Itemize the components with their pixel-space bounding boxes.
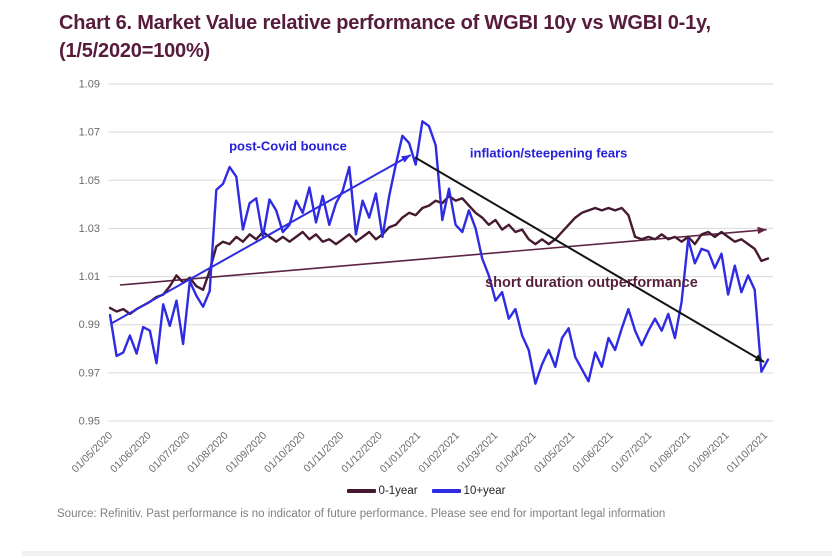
series-line-10+year (108, 120, 770, 385)
bottom-divider-bar (22, 551, 832, 556)
x-axis-label: 01/10/2021 (724, 430, 770, 476)
legend-swatch-10year-line (431, 489, 461, 493)
annotation-1: inflation/steepening fears (470, 146, 627, 161)
legend: 0-1year 10+year (0, 485, 832, 497)
chart-title: Chart 6. Market Value relative performan… (59, 12, 711, 62)
legend-item-0-1year: 0-1year (346, 485, 418, 497)
y-axis-label: 1.03 (79, 223, 100, 235)
y-axis-label: 0.97 (79, 367, 100, 379)
y-axis-label: 1.01 (79, 271, 100, 283)
annotation-0: post-Covid bounce (229, 139, 347, 154)
chart-canvas: 1.091.071.051.031.010.990.970.9501/05/20… (69, 79, 773, 476)
series-line-0-1year (108, 194, 770, 316)
legend-label-0-1year: 0-1year (378, 485, 418, 497)
source-note: Source: Refinitiv. Past performance is n… (57, 508, 666, 520)
trend-arrowhead-short-duration-uptrend (757, 226, 767, 234)
y-axis-label: 0.99 (79, 319, 100, 331)
x-axis-label: 01/10/2020 (262, 430, 308, 476)
y-axis-label: 1.09 (79, 79, 100, 91)
legend-swatch-0-1year-line (346, 489, 376, 493)
annotation-2: short duration outperformance (485, 275, 698, 291)
trend-arrow-post-covid-uptrend (110, 154, 412, 325)
y-axis-label: 1.05 (79, 175, 100, 187)
trend-arrow-steepening-downtrend (414, 156, 765, 363)
trend-arrow-short-duration-uptrend (119, 228, 767, 286)
y-axis-label: 1.07 (79, 127, 100, 139)
legend-label-10year: 10+year (463, 485, 506, 497)
legend-item-10year: 10+year (431, 485, 506, 497)
trend-arrowhead-post-covid-uptrend (401, 155, 411, 163)
trend-arrowhead-steepening-downtrend (754, 354, 765, 362)
y-axis-label: 0.95 (79, 416, 100, 428)
